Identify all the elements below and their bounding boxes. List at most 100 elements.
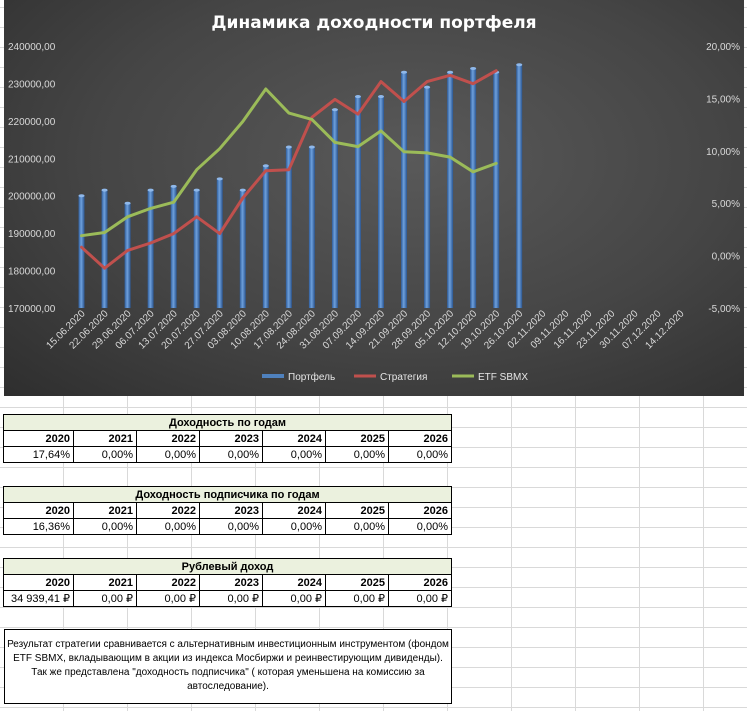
bar-portfolio (262, 165, 269, 308)
bar-portfolio-cap (78, 194, 85, 198)
bar-portfolio (101, 190, 108, 308)
bar-portfolio (493, 72, 500, 308)
yearly-return-table: Доходность по годам 2020 2021 2022 2023 … (3, 414, 452, 463)
left-axis-tick: 180000,00 (8, 267, 56, 278)
bar-portfolio (470, 68, 477, 308)
year-cell[interactable]: 2022 (136, 430, 200, 447)
left-axis-tick: 240000,00 (8, 42, 56, 53)
bar-portfolio-cap (331, 108, 338, 112)
value-cell[interactable]: 0,00% (136, 518, 200, 535)
legend-label: Портфель (288, 371, 335, 383)
value-cell[interactable]: 0,00% (73, 446, 137, 463)
value-cell[interactable]: 0,00 ₽ (262, 590, 326, 607)
bar-portfolio (447, 72, 454, 308)
value-cell[interactable]: 0,00% (262, 518, 326, 535)
legend-label: ETF SBMX (478, 372, 528, 383)
year-cell[interactable]: 2023 (199, 502, 263, 519)
year-cell[interactable]: 2024 (262, 574, 326, 591)
bar-portfolio-cap (170, 184, 177, 188)
year-cell[interactable]: 2026 (388, 574, 452, 591)
bar-portfolio-cap (401, 70, 408, 74)
year-cell[interactable]: 2023 (199, 430, 263, 447)
year-cell[interactable]: 2022 (136, 574, 200, 591)
bar-portfolio-cap (193, 188, 200, 192)
bar-portfolio-cap (308, 145, 315, 149)
bar-portfolio (193, 190, 200, 308)
year-cell[interactable]: 2022 (136, 502, 200, 519)
value-cell[interactable]: 0,00 ₽ (388, 590, 452, 607)
right-axis-tick: 20,00% (706, 42, 740, 53)
bar-portfolio-cap (216, 177, 223, 181)
bar-portfolio-cap (378, 95, 384, 99)
bar-portfolio-cap (447, 70, 454, 74)
value-cell[interactable]: 0,00 ₽ (136, 590, 200, 607)
bar-portfolio-cap (470, 66, 477, 70)
value-cell[interactable]: 0,00% (388, 518, 452, 535)
chart-area[interactable]: Динамика доходности портфеля 170000,00 180… (4, 0, 744, 396)
bar-portfolio (331, 109, 338, 308)
legend-label: Стратегия (380, 372, 427, 383)
year-cell[interactable]: 2026 (388, 430, 452, 447)
left-axis-tick: 220000,00 (8, 117, 56, 128)
left-axis-tick: 200000,00 (8, 192, 56, 203)
year-cell[interactable]: 2024 (262, 502, 326, 519)
value-cell[interactable]: 0,00% (262, 446, 326, 463)
bar-portfolio-cap (262, 164, 269, 168)
bar-portfolio (378, 96, 384, 309)
year-cell[interactable]: 2020 (3, 502, 74, 519)
year-cell[interactable]: 2025 (325, 502, 389, 519)
value-cell[interactable]: 0,00% (136, 446, 200, 463)
value-cell[interactable]: 0,00% (325, 446, 389, 463)
bar-portfolio (424, 87, 431, 309)
right-axis-tick: -5,00% (708, 304, 740, 315)
bar-portfolio-cap (101, 188, 108, 192)
value-cell[interactable]: 0,00 ₽ (73, 590, 137, 607)
ruble-income-table: Рублевый доход 2020 2021 2022 2023 2024 … (3, 558, 452, 607)
right-axis-tick: 5,00% (712, 199, 740, 210)
bar-portfolio (78, 195, 85, 308)
year-cell[interactable]: 2024 (262, 430, 326, 447)
bar-portfolio (516, 64, 523, 308)
right-axis-tick: 0,00% (712, 252, 740, 263)
bar-portfolio-cap (147, 188, 154, 192)
year-cell[interactable]: 2021 (73, 502, 137, 519)
bar-portfolio (147, 190, 154, 308)
value-cell[interactable]: 16,36% (3, 518, 74, 535)
value-cell[interactable]: 0,00% (325, 518, 389, 535)
year-cell[interactable]: 2020 (3, 430, 74, 447)
explanation-note[interactable]: Результат стратегии сравнивается с альте… (4, 629, 452, 704)
value-cell[interactable]: 0,00% (199, 446, 263, 463)
left-axis-tick: 190000,00 (8, 229, 56, 240)
year-cell[interactable]: 2021 (73, 574, 137, 591)
value-cell[interactable]: 0,00% (199, 518, 263, 535)
line-etf-sbmx (80, 87, 498, 238)
bar-portfolio-cap (124, 201, 131, 205)
bar-portfolio (354, 96, 361, 309)
left-axis-tick: 170000,00 (8, 304, 56, 315)
value-cell[interactable]: 0,00% (388, 446, 452, 463)
value-cell[interactable]: 0,00 ₽ (199, 590, 263, 607)
bar-portfolio (285, 147, 292, 308)
line-strategy (80, 69, 498, 270)
right-axis-tick: 10,00% (706, 147, 740, 158)
value-cell[interactable]: 0,00% (73, 518, 137, 535)
value-cell[interactable]: 17,64% (3, 446, 74, 463)
table-title: Доходность подписчика по годам (3, 486, 452, 503)
value-cell[interactable]: 34 939,41 ₽ (3, 590, 74, 607)
chart-svg: Динамика доходности портфеля 170000,00 180… (8, 13, 740, 383)
year-cell[interactable]: 2021 (73, 430, 137, 447)
year-cell[interactable]: 2025 (325, 574, 389, 591)
year-cell[interactable]: 2026 (388, 502, 452, 519)
value-cell[interactable]: 0,00 ₽ (325, 590, 389, 607)
bar-portfolio (401, 72, 408, 308)
bar-portfolio (239, 190, 246, 308)
bar-portfolio-cap (354, 95, 361, 99)
bar-portfolio (170, 186, 177, 308)
chart-title: Динамика доходности портфеля (211, 13, 536, 33)
legend-swatch-portfolio (262, 374, 284, 378)
left-axis-tick: 210000,00 (8, 154, 56, 165)
year-cell[interactable]: 2020 (3, 574, 74, 591)
year-cell[interactable]: 2023 (199, 574, 263, 591)
year-cell[interactable]: 2025 (325, 430, 389, 447)
bar-portfolio (216, 178, 223, 308)
